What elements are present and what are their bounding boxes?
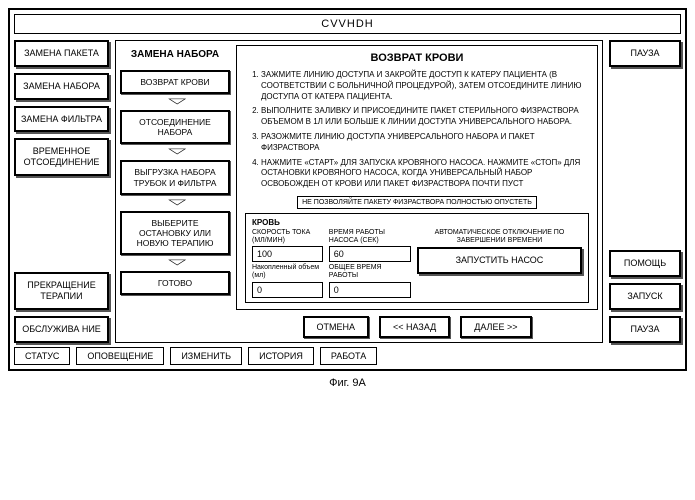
blood-title: КРОВЬ: [252, 218, 582, 227]
total-time-label: ОБЩЕЕ ВРЕМЯ РАБОТЫ: [329, 264, 411, 279]
start-button[interactable]: ЗАПУСК: [609, 283, 681, 310]
tab-change[interactable]: ИЗМЕНИТЬ: [170, 347, 242, 365]
left-sidebar: ЗАМЕНА ПАКЕТА ЗАМЕНА НАБОРА ЗАМЕНА ФИЛЬТ…: [14, 40, 109, 343]
start-pump-button[interactable]: ЗАПУСТИТЬ НАСОС: [417, 247, 582, 274]
service-button[interactable]: ОБСЛУЖИВА НИЕ: [14, 316, 109, 343]
blood-panel: КРОВЬ СКОРОСТЬ ТОКА (МЛ/МИН) 100 Накопле…: [245, 213, 589, 303]
stop-therapy-button[interactable]: ПРЕКРАЩЕНИЕ ТЕРАПИИ: [14, 272, 109, 310]
pump-time-input[interactable]: 60: [329, 246, 411, 262]
step-column: ЗАМЕНА НАБОРА ВОЗВРАТ КРОВИ ▽ ОТСОЕДИНЕН…: [120, 45, 230, 338]
main-row: ЗАМЕНА ПАКЕТА ЗАМЕНА НАБОРА ЗАМЕНА ФИЛЬТ…: [14, 40, 681, 343]
nav-row: ОТМЕНА << НАЗАД ДАЛЕЕ >>: [236, 316, 598, 338]
back-button[interactable]: << НАЗАД: [379, 316, 450, 338]
temp-disconnect-button[interactable]: ВРЕМЕННОЕ ОТСОЕДИНЕНИЕ: [14, 138, 109, 176]
step-choose-stop-or-new[interactable]: ВЫБЕРИТЕ ОСТАНОВКУ ИЛИ НОВУЮ ТЕРАПИЮ: [120, 211, 230, 256]
arrow-down-icon: ▽: [168, 99, 182, 106]
pause-button-top[interactable]: ПАУЗА: [609, 40, 681, 67]
auto-shutoff-label: АВТОМАТИЧЕСКОЕ ОТКЛЮЧЕНИЕ ПО ЗАВЕРШЕНИИ …: [417, 229, 582, 244]
instruction-item: ВЫПОЛНИТЕ ЗАЛИВКУ И ПРИСОЕДИНИТЕ ПАКЕТ С…: [261, 106, 589, 128]
step-done[interactable]: ГОТОВО: [120, 271, 230, 295]
instruction-item: ЗАЖМИТЕ ЛИНИЮ ДОСТУПА И ЗАКРОЙТЕ ДОСТУП …: [261, 70, 589, 102]
arrow-down-icon: ▽: [168, 260, 182, 267]
arrow-down-icon: ▽: [168, 149, 182, 156]
step-disconnect-set[interactable]: ОТСОЕДИНЕНИЕ НАБОРА: [120, 110, 230, 144]
step-unload-set[interactable]: ВЫГРУЗКА НАБОРА ТРУБОК И ФИЛЬТРА: [120, 160, 230, 194]
pause-button-bottom[interactable]: ПАУЗА: [609, 316, 681, 343]
instruction-box: ВОЗВРАТ КРОВИ ЗАЖМИТЕ ЛИНИЮ ДОСТУПА И ЗА…: [236, 45, 598, 310]
flow-rate-input[interactable]: 100: [252, 246, 323, 262]
center-panel: ЗАМЕНА НАБОРА ВОЗВРАТ КРОВИ ▽ ОТСОЕДИНЕН…: [115, 40, 603, 343]
replace-bag-button[interactable]: ЗАМЕНА ПАКЕТА: [14, 40, 109, 67]
app-frame: CVVHDH ЗАМЕНА ПАКЕТА ЗАМЕНА НАБОРА ЗАМЕН…: [8, 8, 687, 371]
acc-vol-value: 0: [252, 282, 323, 298]
tab-alerts[interactable]: ОПОВЕЩЕНИЕ: [76, 347, 164, 365]
instruction-item: РАЗОЖМИТЕ ЛИНИЮ ДОСТУПА УНИВЕРСАЛЬНОГО Н…: [261, 132, 589, 154]
tab-work[interactable]: РАБОТА: [320, 347, 377, 365]
content-column: ВОЗВРАТ КРОВИ ЗАЖМИТЕ ЛИНИЮ ДОСТУПА И ЗА…: [236, 45, 598, 338]
title-bar: CVVHDH: [14, 14, 681, 34]
replace-filter-button[interactable]: ЗАМЕНА ФИЛЬТРА: [14, 106, 109, 133]
help-button[interactable]: ПОМОЩЬ: [609, 250, 681, 277]
bottom-tabs: СТАТУС ОПОВЕЩЕНИЕ ИЗМЕНИТЬ ИСТОРИЯ РАБОТ…: [14, 347, 681, 365]
right-sidebar: ПАУЗА ПОМОЩЬ ЗАПУСК ПАУЗА: [609, 40, 681, 343]
instruction-item: НАЖМИТЕ «СТАРТ» ДЛЯ ЗАПУСКА КРОВЯНОГО НА…: [261, 158, 589, 190]
acc-vol-label: Накопленный объем (мл): [252, 264, 323, 279]
total-time-value: 0: [329, 282, 411, 298]
arrow-down-icon: ▽: [168, 199, 182, 206]
tab-status[interactable]: СТАТУС: [14, 347, 70, 365]
step-blood-return[interactable]: ВОЗВРАТ КРОВИ: [120, 70, 230, 94]
figure-caption: Фиг. 9А: [8, 377, 687, 389]
pump-time-label: ВРЕМЯ РАБОТЫ НАСОСА (СЕК): [329, 229, 411, 244]
warning-box: НЕ ПОЗВОЛЯЙТЕ ПАКЕТУ ФИЗРАСТВОРА ПОЛНОСТ…: [297, 196, 538, 209]
instruction-title: ВОЗВРАТ КРОВИ: [245, 52, 589, 64]
step-column-title: ЗАМЕНА НАБОРА: [131, 45, 219, 67]
cancel-button[interactable]: ОТМЕНА: [303, 316, 370, 338]
instruction-list: ЗАЖМИТЕ ЛИНИЮ ДОСТУПА И ЗАКРОЙТЕ ДОСТУП …: [245, 70, 589, 194]
next-button[interactable]: ДАЛЕЕ >>: [460, 316, 531, 338]
replace-set-button[interactable]: ЗАМЕНА НАБОРА: [14, 73, 109, 100]
flow-rate-label: СКОРОСТЬ ТОКА (МЛ/МИН): [252, 229, 323, 244]
tab-history[interactable]: ИСТОРИЯ: [248, 347, 314, 365]
